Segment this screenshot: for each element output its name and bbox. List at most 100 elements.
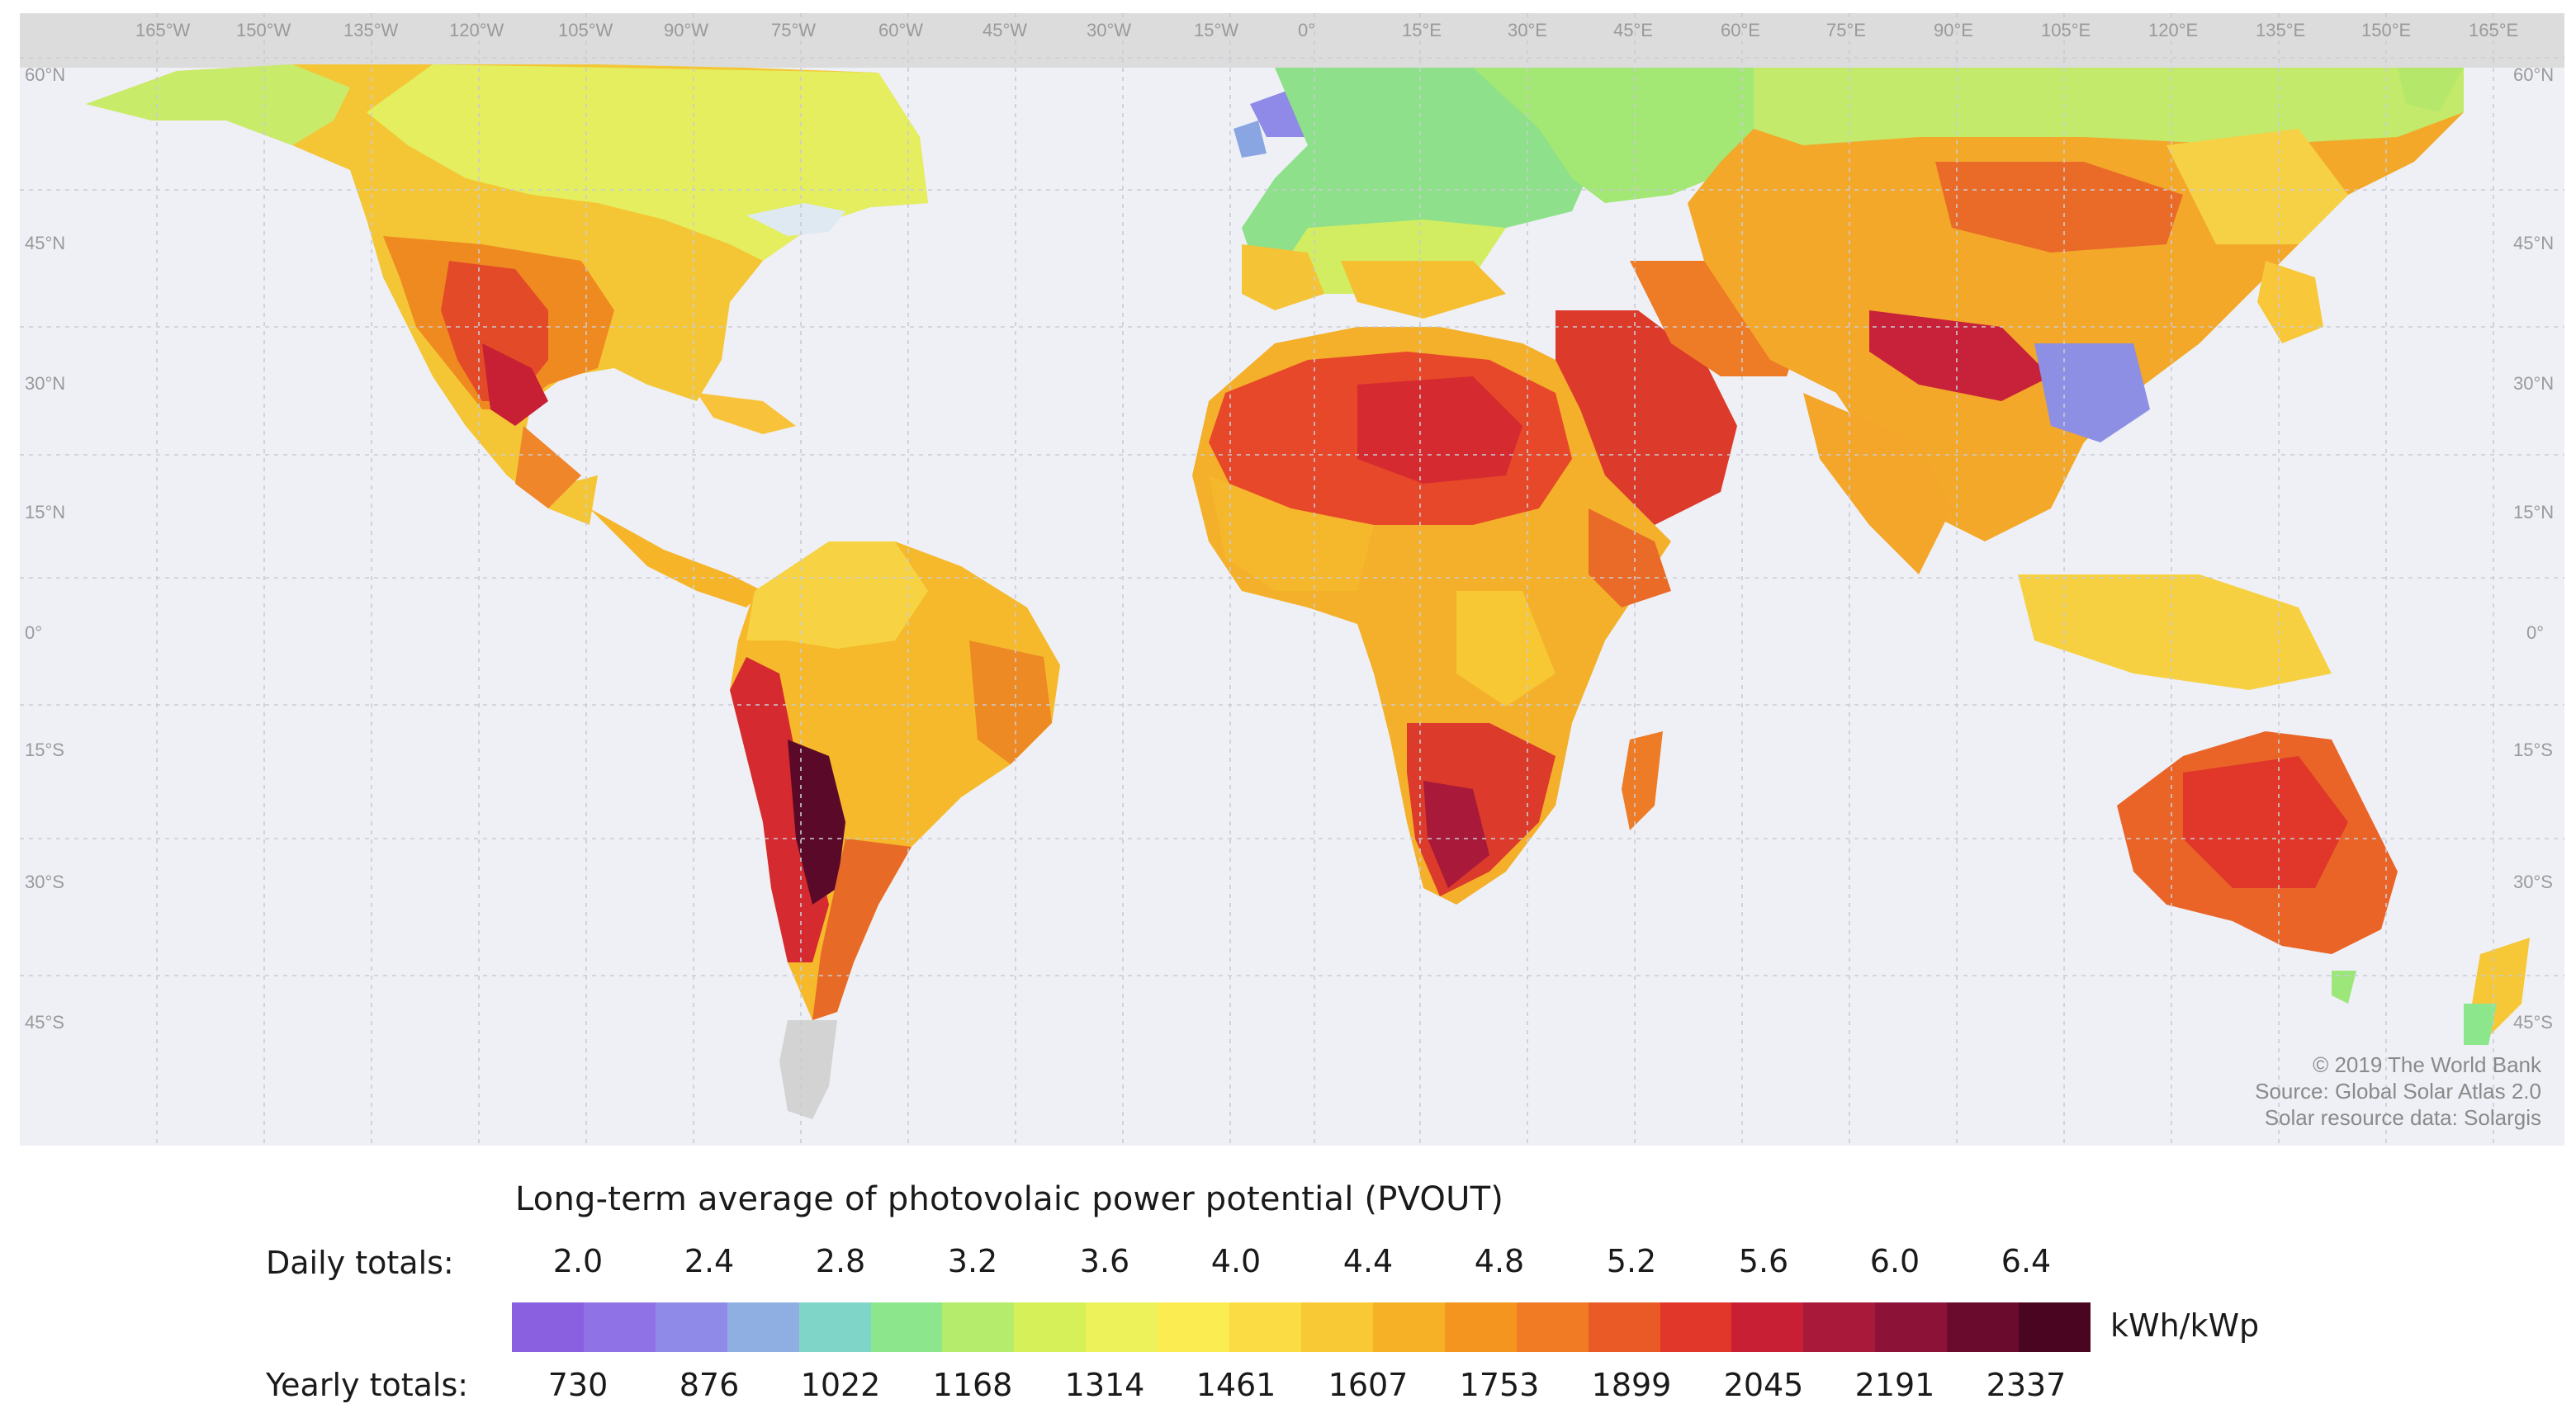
credit-line: © 2019 The World Bank (2313, 1052, 2541, 1077)
lat-label: 0° (2526, 622, 2544, 643)
latitude-labels-right: 60°N 45°N 30°N 15°N 0° 15°S 30°S 45°S (2513, 64, 2554, 1033)
map-credits: © 2019 The World Bank Source: Global Sol… (2255, 1052, 2541, 1131)
color-swatch (1158, 1302, 1230, 1352)
lon-label: 165°W (135, 20, 191, 40)
lon-label: 75°E (1826, 20, 1866, 40)
lon-label: 135°W (343, 20, 399, 40)
lon-label: 90°E (1934, 20, 1973, 40)
lat-label: 15°N (2513, 502, 2554, 522)
lon-label: 105°W (558, 20, 613, 40)
world-map: 165°W 150°W 135°W 120°W 105°W 90°W 75°W … (20, 13, 2564, 1146)
yearly-value: 1168 (932, 1367, 1013, 1403)
lon-label: 150°E (2361, 20, 2411, 40)
lon-label: 150°W (236, 20, 291, 40)
lat-label: 0° (25, 622, 42, 643)
color-swatch (798, 1302, 871, 1352)
daily-value: 5.2 (1606, 1243, 1657, 1279)
lat-label: 15°N (25, 502, 65, 522)
color-swatch (655, 1302, 727, 1352)
color-swatch (1086, 1302, 1158, 1352)
lon-label: 60°E (1721, 20, 1760, 40)
color-swatch (1731, 1302, 1804, 1352)
daily-value: 4.0 (1210, 1243, 1262, 1279)
yearly-value: 1022 (800, 1367, 881, 1403)
north-america (86, 64, 928, 607)
color-swatch (727, 1302, 799, 1352)
daily-value: 3.2 (947, 1243, 998, 1279)
yearly-value: 1753 (1459, 1367, 1540, 1403)
south-america (730, 541, 1060, 1119)
map-canvas: 165°W 150°W 135°W 120°W 105°W 90°W 75°W … (20, 13, 2564, 1146)
daily-value: 2.4 (684, 1243, 735, 1279)
lon-label: 15°W (1194, 20, 1238, 40)
color-swatch (512, 1302, 584, 1352)
lon-label: 105°E (2041, 20, 2091, 40)
color-swatch (1516, 1302, 1589, 1352)
lon-label: 15°E (1402, 20, 1442, 40)
color-swatch (1660, 1302, 1732, 1352)
unit-label: kWh/kWp (2110, 1307, 2260, 1344)
yearly-value: 1899 (1591, 1367, 1672, 1403)
color-swatch (2019, 1302, 2091, 1352)
daily-value: 5.6 (1738, 1243, 1789, 1279)
daily-value: 2.0 (552, 1243, 604, 1279)
color-swatch (1014, 1302, 1087, 1352)
top-nodata-band (20, 13, 2564, 68)
lat-label: 45°S (25, 1012, 64, 1033)
color-swatch (1229, 1302, 1301, 1352)
lat-label: 15°S (25, 740, 64, 760)
yearly-value: 2191 (1854, 1367, 1935, 1403)
lon-label: 75°W (771, 20, 816, 40)
lon-label: 45°W (983, 20, 1027, 40)
color-swatch (583, 1302, 656, 1352)
yearly-values-row: 730 876 1022 1168 1314 1461 1607 1753 18… (0, 1367, 2576, 1408)
lon-label: 165°E (2469, 20, 2518, 40)
color-swatch (1803, 1302, 1876, 1352)
lat-label: 45°N (25, 233, 65, 253)
lon-label: 90°W (664, 20, 708, 40)
latitude-labels-left: 60°N 45°N 30°N 15°N 0° 15°S 30°S 45°S (25, 64, 65, 1033)
daily-value: 3.6 (1079, 1243, 1130, 1279)
lat-label: 45°S (2513, 1012, 2553, 1033)
lon-label: 120°W (449, 20, 504, 40)
color-swatch (1875, 1302, 1948, 1352)
yearly-value: 1607 (1328, 1367, 1409, 1403)
daily-value: 4.4 (1342, 1243, 1394, 1279)
color-swatch (942, 1302, 1015, 1352)
yearly-value: 1461 (1196, 1367, 1276, 1403)
lat-label: 30°N (25, 373, 65, 394)
lon-label: 30°E (1508, 20, 1547, 40)
yearly-value: 1314 (1064, 1367, 1145, 1403)
graticule (20, 13, 2564, 1146)
lat-label: 30°S (2513, 872, 2553, 892)
color-swatch (870, 1302, 943, 1352)
daily-value: 2.8 (815, 1243, 866, 1279)
asia (1688, 68, 2464, 690)
daily-value: 6.0 (1869, 1243, 1920, 1279)
lon-label: 0° (1298, 20, 1315, 40)
legend-title: Long-term average of photovolaic power p… (515, 1180, 1504, 1218)
yearly-value: 730 (547, 1367, 608, 1403)
color-scale-bar (512, 1302, 2091, 1352)
yearly-value: 2045 (1723, 1367, 1804, 1403)
daily-value: 6.4 (2001, 1243, 2052, 1279)
daily-totals-label: Daily totals: (266, 1245, 454, 1281)
lon-label: 30°W (1087, 20, 1131, 40)
lat-label: 30°S (25, 872, 64, 892)
daily-value: 4.8 (1474, 1243, 1525, 1279)
credit-line: Source: Global Solar Atlas 2.0 (2255, 1079, 2541, 1104)
color-swatch (1947, 1302, 2020, 1352)
lat-label: 60°N (25, 64, 65, 85)
lat-label: 15°S (2513, 740, 2553, 760)
color-swatch (1300, 1302, 1373, 1352)
yearly-totals-label: Yearly totals: (266, 1367, 469, 1403)
yearly-value: 876 (679, 1367, 740, 1403)
lon-label: 120°E (2148, 20, 2198, 40)
lat-label: 30°N (2513, 373, 2554, 394)
lat-label: 45°N (2513, 233, 2554, 253)
color-swatch (1372, 1302, 1445, 1352)
longitude-labels: 165°W 150°W 135°W 120°W 105°W 90°W 75°W … (135, 20, 2518, 40)
yearly-value: 2337 (1986, 1367, 2067, 1403)
lat-label: 60°N (2513, 64, 2554, 85)
color-swatch (1588, 1302, 1660, 1352)
